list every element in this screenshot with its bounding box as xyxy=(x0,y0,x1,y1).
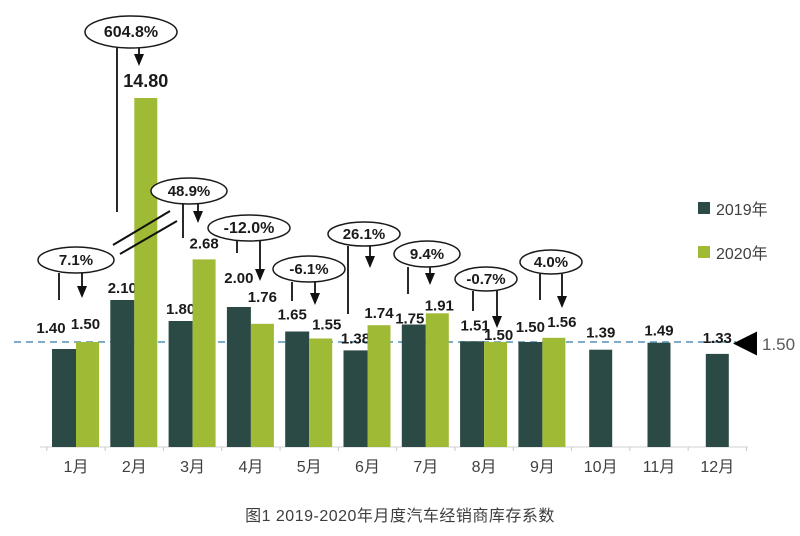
bar-2020年-7月 xyxy=(425,313,449,447)
value-label-2019年-12月: 1.33 xyxy=(703,330,732,347)
x-axis-label-11月: 11月 xyxy=(643,459,676,476)
annotation-label: 7.1% xyxy=(59,252,93,269)
reference-marker-triangle xyxy=(733,331,757,356)
x-axis-label-6月: 6月 xyxy=(355,459,380,476)
bar-2019年-10月 xyxy=(589,349,613,447)
annotation-label: -12.0% xyxy=(224,220,275,237)
value-label-2020年-2月: 14.80 xyxy=(123,71,168,91)
bar-2019年-4月 xyxy=(226,307,251,447)
bar-2020年-8月 xyxy=(484,342,508,447)
chart-legend: 2019年 2020年 xyxy=(698,196,768,264)
legend-swatch-2020 xyxy=(698,246,710,258)
value-label-2020年-7月: 1.91 xyxy=(425,297,454,314)
annotation-bubble xyxy=(272,255,346,283)
value-label-2020年-9月: 1.56 xyxy=(547,314,576,331)
value-label-2020年-1月: 1.50 xyxy=(71,316,100,333)
value-label-2019年-7月: 1.75 xyxy=(395,311,424,328)
axis-break-mark xyxy=(112,210,171,246)
bar-2020年-6月 xyxy=(367,325,391,447)
bar-2019年-6月 xyxy=(343,350,368,447)
annotation-label: 9.4% xyxy=(410,246,444,263)
annotation-bubble xyxy=(454,266,518,292)
x-axis-label-2月: 2月 xyxy=(122,459,147,476)
x-axis-label-9月: 9月 xyxy=(530,459,555,476)
annotation-label: 26.1% xyxy=(343,226,386,243)
annotation-label: 48.9% xyxy=(168,183,211,200)
legend-label-2019: 2019年 xyxy=(716,202,768,219)
value-label-2019年-3月: 1.80 xyxy=(166,301,195,318)
legend-item-2020: 2020年 xyxy=(698,240,768,264)
reference-line-label: 1.50 xyxy=(762,335,795,354)
annotation-bubble xyxy=(393,240,461,268)
value-label-2019年-2月: 2.10 xyxy=(108,280,137,297)
value-label-2020年-6月: 1.74 xyxy=(364,305,394,322)
x-axis-label-8月: 8月 xyxy=(472,459,497,476)
x-axis-label-10月: 10月 xyxy=(584,459,618,476)
figure-title: 图1 2019-2020年月度汽车经销商库存系数 xyxy=(245,508,555,525)
annotation-bubble xyxy=(207,214,291,242)
value-label-2019年-11月: 1.49 xyxy=(644,323,673,340)
annotation-bubble xyxy=(519,249,583,275)
bar-2020年-2月 xyxy=(134,98,158,447)
bar-2019年-11月 xyxy=(647,342,671,447)
x-axis-label-1月: 1月 xyxy=(64,459,89,476)
annotation-bubble xyxy=(150,177,228,205)
bar-2019年-1月 xyxy=(52,349,76,447)
bar-2019年-5月 xyxy=(285,331,310,447)
bar-2020年-5月 xyxy=(309,338,333,447)
bar-2019年-9月 xyxy=(518,342,543,447)
axis-break-mark xyxy=(119,220,178,255)
legend-item-2019: 2019年 xyxy=(698,196,768,220)
bar-2020年-4月 xyxy=(250,323,274,447)
value-label-2019年-10月: 1.39 xyxy=(586,325,615,342)
bar-2019年-3月 xyxy=(168,321,193,447)
bar-2019年-12月 xyxy=(705,353,729,447)
value-label-2020年-8月: 1.50 xyxy=(484,327,513,344)
legend-label-2020: 2020年 xyxy=(716,246,768,263)
value-label-2019年-4月: 2.00 xyxy=(224,270,253,287)
value-label-2019年-5月: 1.65 xyxy=(278,307,307,324)
bar-2019年-8月 xyxy=(460,341,485,447)
annotation-label: 4.0% xyxy=(534,254,568,271)
annotation-bubble xyxy=(327,221,401,247)
x-axis-label-12月: 12月 xyxy=(700,459,734,476)
bar-2020年-1月 xyxy=(76,342,99,447)
bar-2020年-3月 xyxy=(192,259,216,447)
annotation-bubble xyxy=(37,246,115,274)
value-label-2019年-6月: 1.38 xyxy=(341,330,370,347)
value-label-2020年-4月: 1.76 xyxy=(248,289,277,306)
value-label-2019年-1月: 1.40 xyxy=(36,320,65,337)
x-axis-label-4月: 4月 xyxy=(238,459,263,476)
annotation-label: -6.1% xyxy=(289,261,328,278)
x-axis-label-7月: 7月 xyxy=(413,459,438,476)
bar-2020年-9月 xyxy=(542,337,566,447)
legend-swatch-2019 xyxy=(698,202,710,214)
value-label-2019年-8月: 1.51 xyxy=(460,317,489,334)
value-label-2019年-9月: 1.50 xyxy=(516,319,545,336)
x-axis-label-5月: 5月 xyxy=(297,459,322,476)
annotation-label: 604.8% xyxy=(104,24,158,41)
bar-2019年-2月 xyxy=(110,300,135,447)
x-axis-label-3月: 3月 xyxy=(180,459,205,476)
annotation-label: -0.7% xyxy=(466,271,505,288)
value-label-2020年-3月: 2.68 xyxy=(189,235,218,252)
annotation-bubble xyxy=(84,15,178,49)
bar-2019年-7月 xyxy=(401,324,426,447)
value-label-2020年-5月: 1.55 xyxy=(312,317,341,334)
